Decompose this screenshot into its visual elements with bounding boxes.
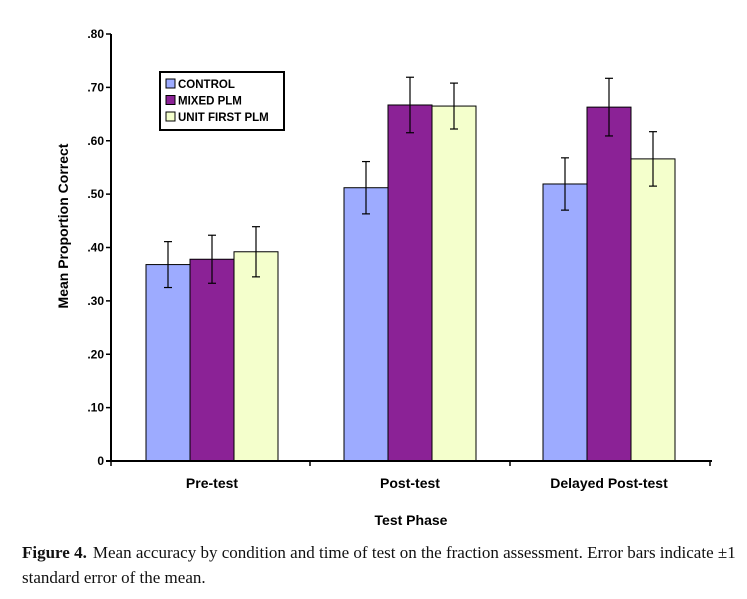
bar-chart: Pre-test Post-test Delayed Post-test 0 .10 .2… bbox=[55, 27, 712, 528]
plot-area bbox=[145, 76, 676, 462]
y-tick-label: .70 bbox=[87, 80, 104, 94]
y-tick-label: .30 bbox=[87, 294, 104, 308]
y-tick-label: .60 bbox=[87, 134, 104, 148]
legend-swatch-unit-first-plm bbox=[165, 111, 176, 122]
x-tick-label: Pre-test bbox=[186, 475, 238, 491]
legend-swatch-control bbox=[165, 78, 176, 89]
y-tick-label: .40 bbox=[87, 241, 104, 255]
legend-swatch-mixed-plm bbox=[165, 95, 176, 105]
caption-text: Mean accuracy by condition and time of t… bbox=[22, 543, 736, 587]
y-tick-label: .50 bbox=[87, 187, 104, 201]
legend-label-mixed-plm: MIXED PLM bbox=[178, 96, 242, 108]
bar-control-post-test bbox=[343, 187, 389, 462]
y-tick-label: .20 bbox=[87, 347, 104, 361]
axes: Pre-test Post-test Delayed Post-test 0 .10 .2… bbox=[87, 27, 712, 491]
y-tick-label: .80 bbox=[87, 27, 104, 41]
legend-box bbox=[159, 71, 285, 131]
legend-label-unit-first-plm: UNIT FIRST PLM bbox=[178, 112, 269, 124]
figure-label: Figure 4. bbox=[22, 543, 87, 562]
y-tick-label: 0 bbox=[97, 454, 104, 468]
legend-label-control: CONTROL bbox=[178, 79, 235, 91]
bar-mixed-plm-delayed-post-test bbox=[586, 106, 632, 462]
x-tick-label: Post-test bbox=[380, 475, 440, 491]
y-tick-label: .10 bbox=[87, 401, 104, 415]
x-axis-title: Test Phase bbox=[375, 512, 448, 528]
bar-control-pre-test bbox=[145, 264, 191, 462]
y-axis-title: Mean Proportion Correct bbox=[55, 143, 71, 308]
bar-control-delayed-post-test bbox=[542, 183, 588, 462]
legend: CONTROL MIXED PLM UNIT FIRST PLM bbox=[159, 71, 285, 131]
bar-mixed-plm-pre-test bbox=[189, 258, 235, 462]
figure-caption: Figure 4. Mean accuracy by condition and … bbox=[22, 540, 742, 590]
bar-unit-first-plm-delayed-post-test bbox=[630, 158, 676, 462]
bar-unit-first-plm-post-test bbox=[431, 105, 477, 462]
x-tick-label: Delayed Post-test bbox=[550, 475, 668, 491]
bar-mixed-plm-post-test bbox=[387, 104, 433, 462]
bar-unit-first-plm-pre-test bbox=[233, 251, 279, 462]
